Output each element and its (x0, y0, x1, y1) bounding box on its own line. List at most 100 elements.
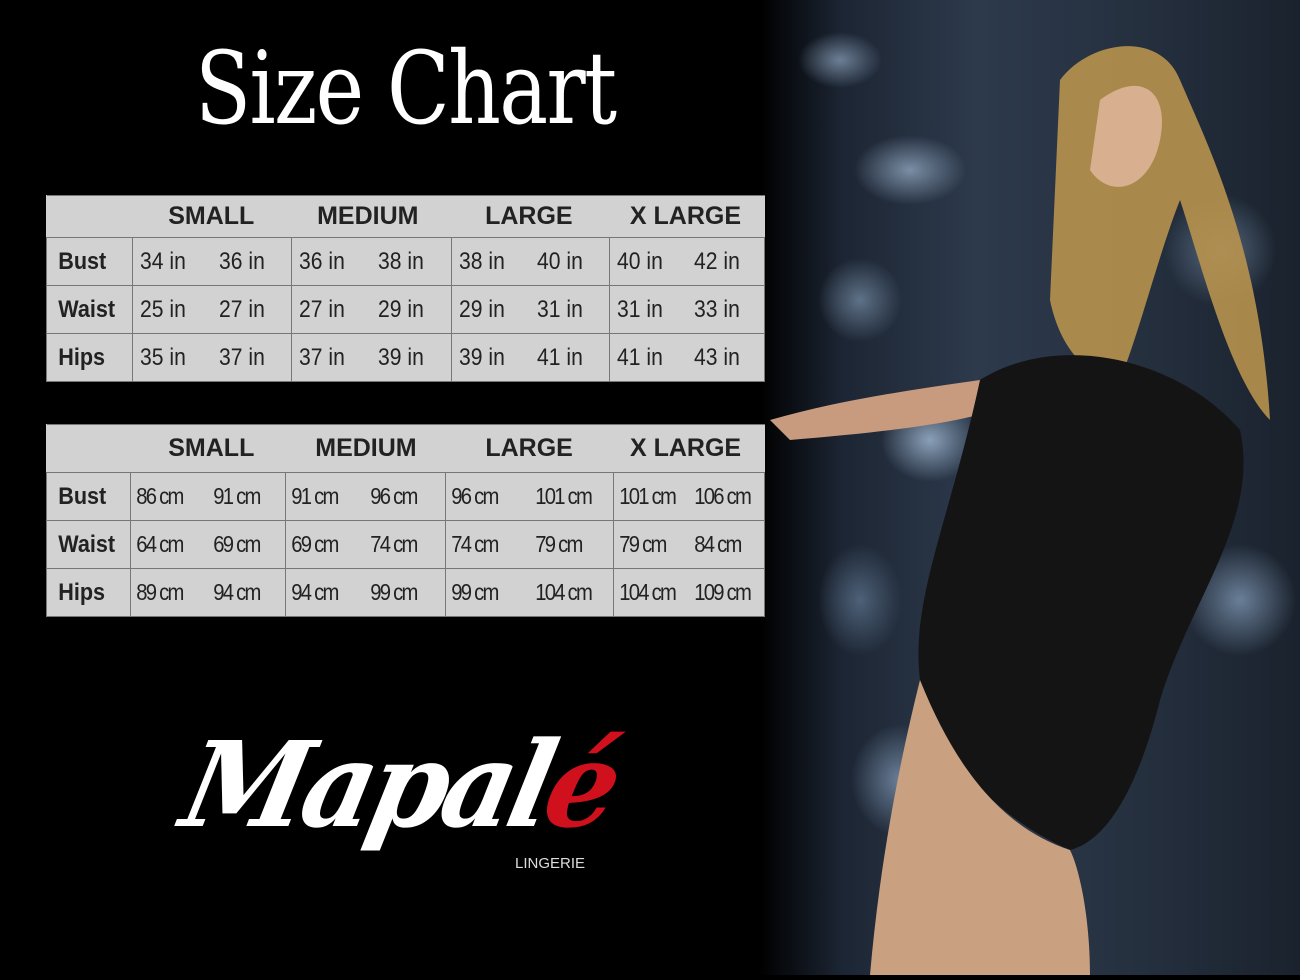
size-cell-x-large: 79 cm 84 cm (613, 520, 765, 569)
row-label: Waist (46, 520, 123, 569)
measurement-value: 36 in (218, 247, 265, 275)
size-cell-x-large: 40 in 42 in (609, 237, 765, 286)
measurement-value: 86 cm (136, 482, 184, 509)
measurement-value: 43 in (694, 343, 741, 371)
size-header-medium: MEDIUM (291, 195, 452, 238)
size-cell-x-large: 31 in 33 in (609, 285, 765, 334)
measurement-value: 94 cm (291, 578, 339, 605)
size-cell-large: 74 cm 79 cm (444, 520, 615, 569)
size-header-xlarge: X LARGE (613, 424, 765, 473)
measurement-value: 37 in (218, 343, 265, 371)
measurement-value: 106 cm (694, 482, 753, 509)
header-row: SMALL MEDIUM LARGE X LARGE (46, 424, 765, 473)
size-cell-large: 38 in 40 in (450, 237, 611, 286)
size-header-small: SMALL (132, 195, 292, 238)
measurement-value: 91 cm (291, 482, 339, 509)
row-label: Hips (46, 568, 123, 617)
row-label: Hips (46, 333, 125, 382)
measurement-value: 79 cm (619, 530, 668, 557)
table-row-waist: Waist 25 in 27 in 27 in 29 in 29 in 31 in 31 in… (46, 285, 765, 334)
model-figure (770, 46, 1270, 975)
size-cell-medium: 69 cm 74 cm (284, 520, 446, 569)
size-cell-small: 34 in 36 in (131, 237, 292, 286)
measurement-value: 29 in (458, 295, 505, 323)
size-cell-x-large: 104 cm 109 cm (613, 568, 765, 617)
measurement-value: 35 in (139, 343, 186, 371)
row-label: Bust (46, 472, 123, 521)
size-cell-medium: 94 cm 99 cm (284, 568, 446, 617)
size-cell-medium: 91 cm 96 cm (284, 472, 446, 521)
size-cell-small: 35 in 37 in (131, 333, 292, 382)
measurement-value: 74 cm (370, 530, 419, 557)
model-photo (760, 0, 1300, 975)
measurement-value: 91 cm (213, 482, 261, 509)
measurement-value: 69 cm (291, 530, 339, 557)
measurement-value: 84 cm (694, 530, 743, 557)
measurement-value: 101 cm (619, 482, 678, 509)
size-cell-small: 64 cm 69 cm (129, 520, 286, 569)
measurement-value: 101 cm (534, 482, 593, 509)
measurement-value: 41 in (537, 343, 584, 371)
size-cell-medium: 27 in 29 in (290, 285, 452, 334)
size-cell-large: 96 cm 101 cm (444, 472, 615, 521)
measurement-value: 41 in (617, 343, 664, 371)
measurement-value: 96 cm (451, 482, 499, 509)
measurement-value: 34 in (139, 247, 186, 275)
size-header-xlarge: X LARGE (609, 195, 765, 238)
measurement-value: 39 in (458, 343, 505, 371)
size-cell-large: 29 in 31 in (450, 285, 611, 334)
table-row-hips: Hips 35 in 37 in 37 in 39 in 39 in 41 in 41 in 4… (46, 333, 765, 382)
measurement-value: 29 in (378, 295, 424, 323)
logo-text: Mapal (171, 715, 563, 854)
size-cell-medium: 37 in 39 in (290, 333, 452, 382)
size-cell-x-large: 101 cm 106 cm (613, 472, 765, 521)
measurement-value: 94 cm (213, 578, 261, 605)
size-cell-small: 86 cm 91 cm (129, 472, 286, 521)
row-label: Waist (46, 285, 125, 334)
size-cell-small: 89 cm 94 cm (129, 568, 286, 617)
size-header-medium: MEDIUM (285, 424, 446, 473)
size-header-large: LARGE (451, 195, 610, 238)
size-cell-large: 39 in 41 in (450, 333, 611, 382)
measurement-value: 36 in (298, 247, 345, 275)
measurement-value: 99 cm (370, 578, 419, 605)
measurement-value: 33 in (694, 295, 741, 323)
measurement-value: 38 in (458, 247, 505, 275)
brand-logo: Mapalé (171, 715, 628, 854)
row-label: Bust (46, 237, 125, 286)
measurement-value: 37 in (298, 343, 345, 371)
measurement-value: 25 in (139, 295, 186, 323)
size-header-large: LARGE (445, 424, 614, 473)
measurement-value: 109 cm (694, 578, 753, 605)
size-table-inches: SMALL MEDIUM LARGE X LARGE Bust 34 in 36 i… (46, 195, 765, 382)
table-row-bust: Bust 86 cm 91 cm 91 cm 96 cm 96 cm 101 cm 101 c… (46, 472, 765, 521)
header-row: SMALL MEDIUM LARGE X LARGE (46, 195, 765, 238)
measurement-value: 79 cm (534, 530, 583, 557)
page-title: Size Chart (195, 30, 617, 147)
measurement-value: 39 in (378, 343, 424, 371)
size-cell-small: 25 in 27 in (131, 285, 292, 334)
size-table-cm: SMALL MEDIUM LARGE X LARGE Bust 86 cm 91 c… (46, 424, 765, 617)
table-row-waist: Waist 64 cm 69 cm 69 cm 74 cm 74 cm 79 cm 79 cm… (46, 520, 765, 569)
table-row-bust: Bust 34 in 36 in 36 in 38 in 38 in 40 in 40 in 4… (46, 237, 765, 286)
measurement-value: 31 in (617, 295, 664, 323)
measurement-value: 31 in (537, 295, 584, 323)
size-cell-medium: 36 in 38 in (290, 237, 452, 286)
measurement-value: 69 cm (213, 530, 261, 557)
measurement-value: 96 cm (370, 482, 419, 509)
measurement-value: 74 cm (451, 530, 499, 557)
size-cell-x-large: 41 in 43 in (609, 333, 765, 382)
measurement-value: 89 cm (136, 578, 184, 605)
measurement-value: 104 cm (619, 578, 678, 605)
measurement-value: 99 cm (451, 578, 499, 605)
brand-tagline: LINGERIE (515, 855, 586, 872)
measurement-value: 38 in (378, 247, 424, 275)
measurement-value: 40 in (537, 247, 584, 275)
measurement-value: 27 in (218, 295, 265, 323)
table-row-hips: Hips 89 cm 94 cm 94 cm 99 cm 99 cm 104 cm 104 c… (46, 568, 765, 617)
measurement-value: 104 cm (534, 578, 593, 605)
measurement-value: 64 cm (136, 530, 184, 557)
measurement-value: 27 in (298, 295, 345, 323)
size-cell-large: 99 cm 104 cm (444, 568, 615, 617)
measurement-value: 40 in (617, 247, 664, 275)
